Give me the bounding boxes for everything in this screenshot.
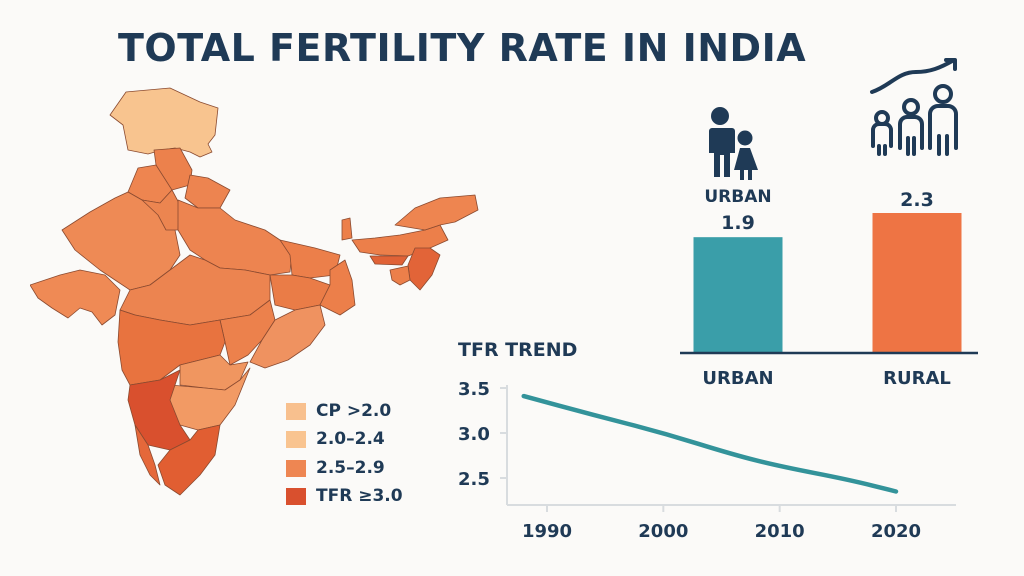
region-telangana	[179, 354, 249, 391]
legend-label: TFR ≥3.0	[316, 486, 403, 506]
y-tick-label: 3.5	[458, 379, 490, 400]
region-bihar	[279, 239, 341, 279]
region-gujarat	[30, 269, 121, 326]
region-arunachal	[394, 194, 479, 231]
trend-series-line	[521, 393, 899, 494]
legend-swatch	[286, 430, 306, 448]
legend-label: 2.0–2.4	[316, 429, 385, 449]
region-tripura	[389, 265, 411, 286]
y-tick-label: 3.0	[458, 424, 490, 445]
region-odisha	[249, 304, 326, 369]
legend-item: 2.5–2.9	[286, 458, 385, 478]
region-meghalaya	[369, 255, 409, 266]
region-west-bengal	[319, 259, 356, 316]
region-kerala	[134, 424, 161, 486]
bar-category-label: URBAN	[702, 368, 773, 389]
legend-swatch	[286, 487, 306, 505]
rural-header-value: 2.3	[900, 189, 934, 211]
bar-rural	[872, 213, 962, 352]
growing-family-trend-icon	[870, 58, 958, 156]
region-tamil-nadu	[157, 424, 221, 496]
bar-value-label: 1.9	[721, 212, 755, 234]
urban-header-label: URBAN	[704, 187, 771, 207]
x-tick-label: 2000	[638, 521, 688, 542]
x-tick-label: 2010	[755, 521, 805, 542]
india-choropleth-map	[30, 87, 479, 496]
legend-item: TFR ≥3.0	[286, 486, 403, 506]
legend-item: 2.0–2.4	[286, 429, 385, 449]
trend-title: TFR TREND	[458, 339, 577, 361]
region-uttar-pradesh	[177, 199, 293, 276]
page-title: TOTAL FERTILITY RATE IN INDIA	[118, 26, 807, 70]
y-tick-label: 2.5	[458, 469, 490, 490]
legend-item: CP >2.0	[286, 401, 391, 421]
family-icon	[708, 107, 758, 180]
bar-category-label: RURAL	[883, 368, 951, 389]
x-tick-label: 2020	[871, 521, 921, 542]
bar-urban	[693, 237, 783, 352]
x-tick-label: 1990	[522, 521, 572, 542]
legend-label: 2.5–2.9	[316, 458, 385, 478]
legend-swatch	[286, 459, 306, 477]
legend-label: CP >2.0	[316, 401, 392, 421]
region-sikkim	[341, 217, 353, 241]
region-jammu-kashmir	[109, 87, 219, 158]
legend-swatch	[286, 402, 306, 420]
